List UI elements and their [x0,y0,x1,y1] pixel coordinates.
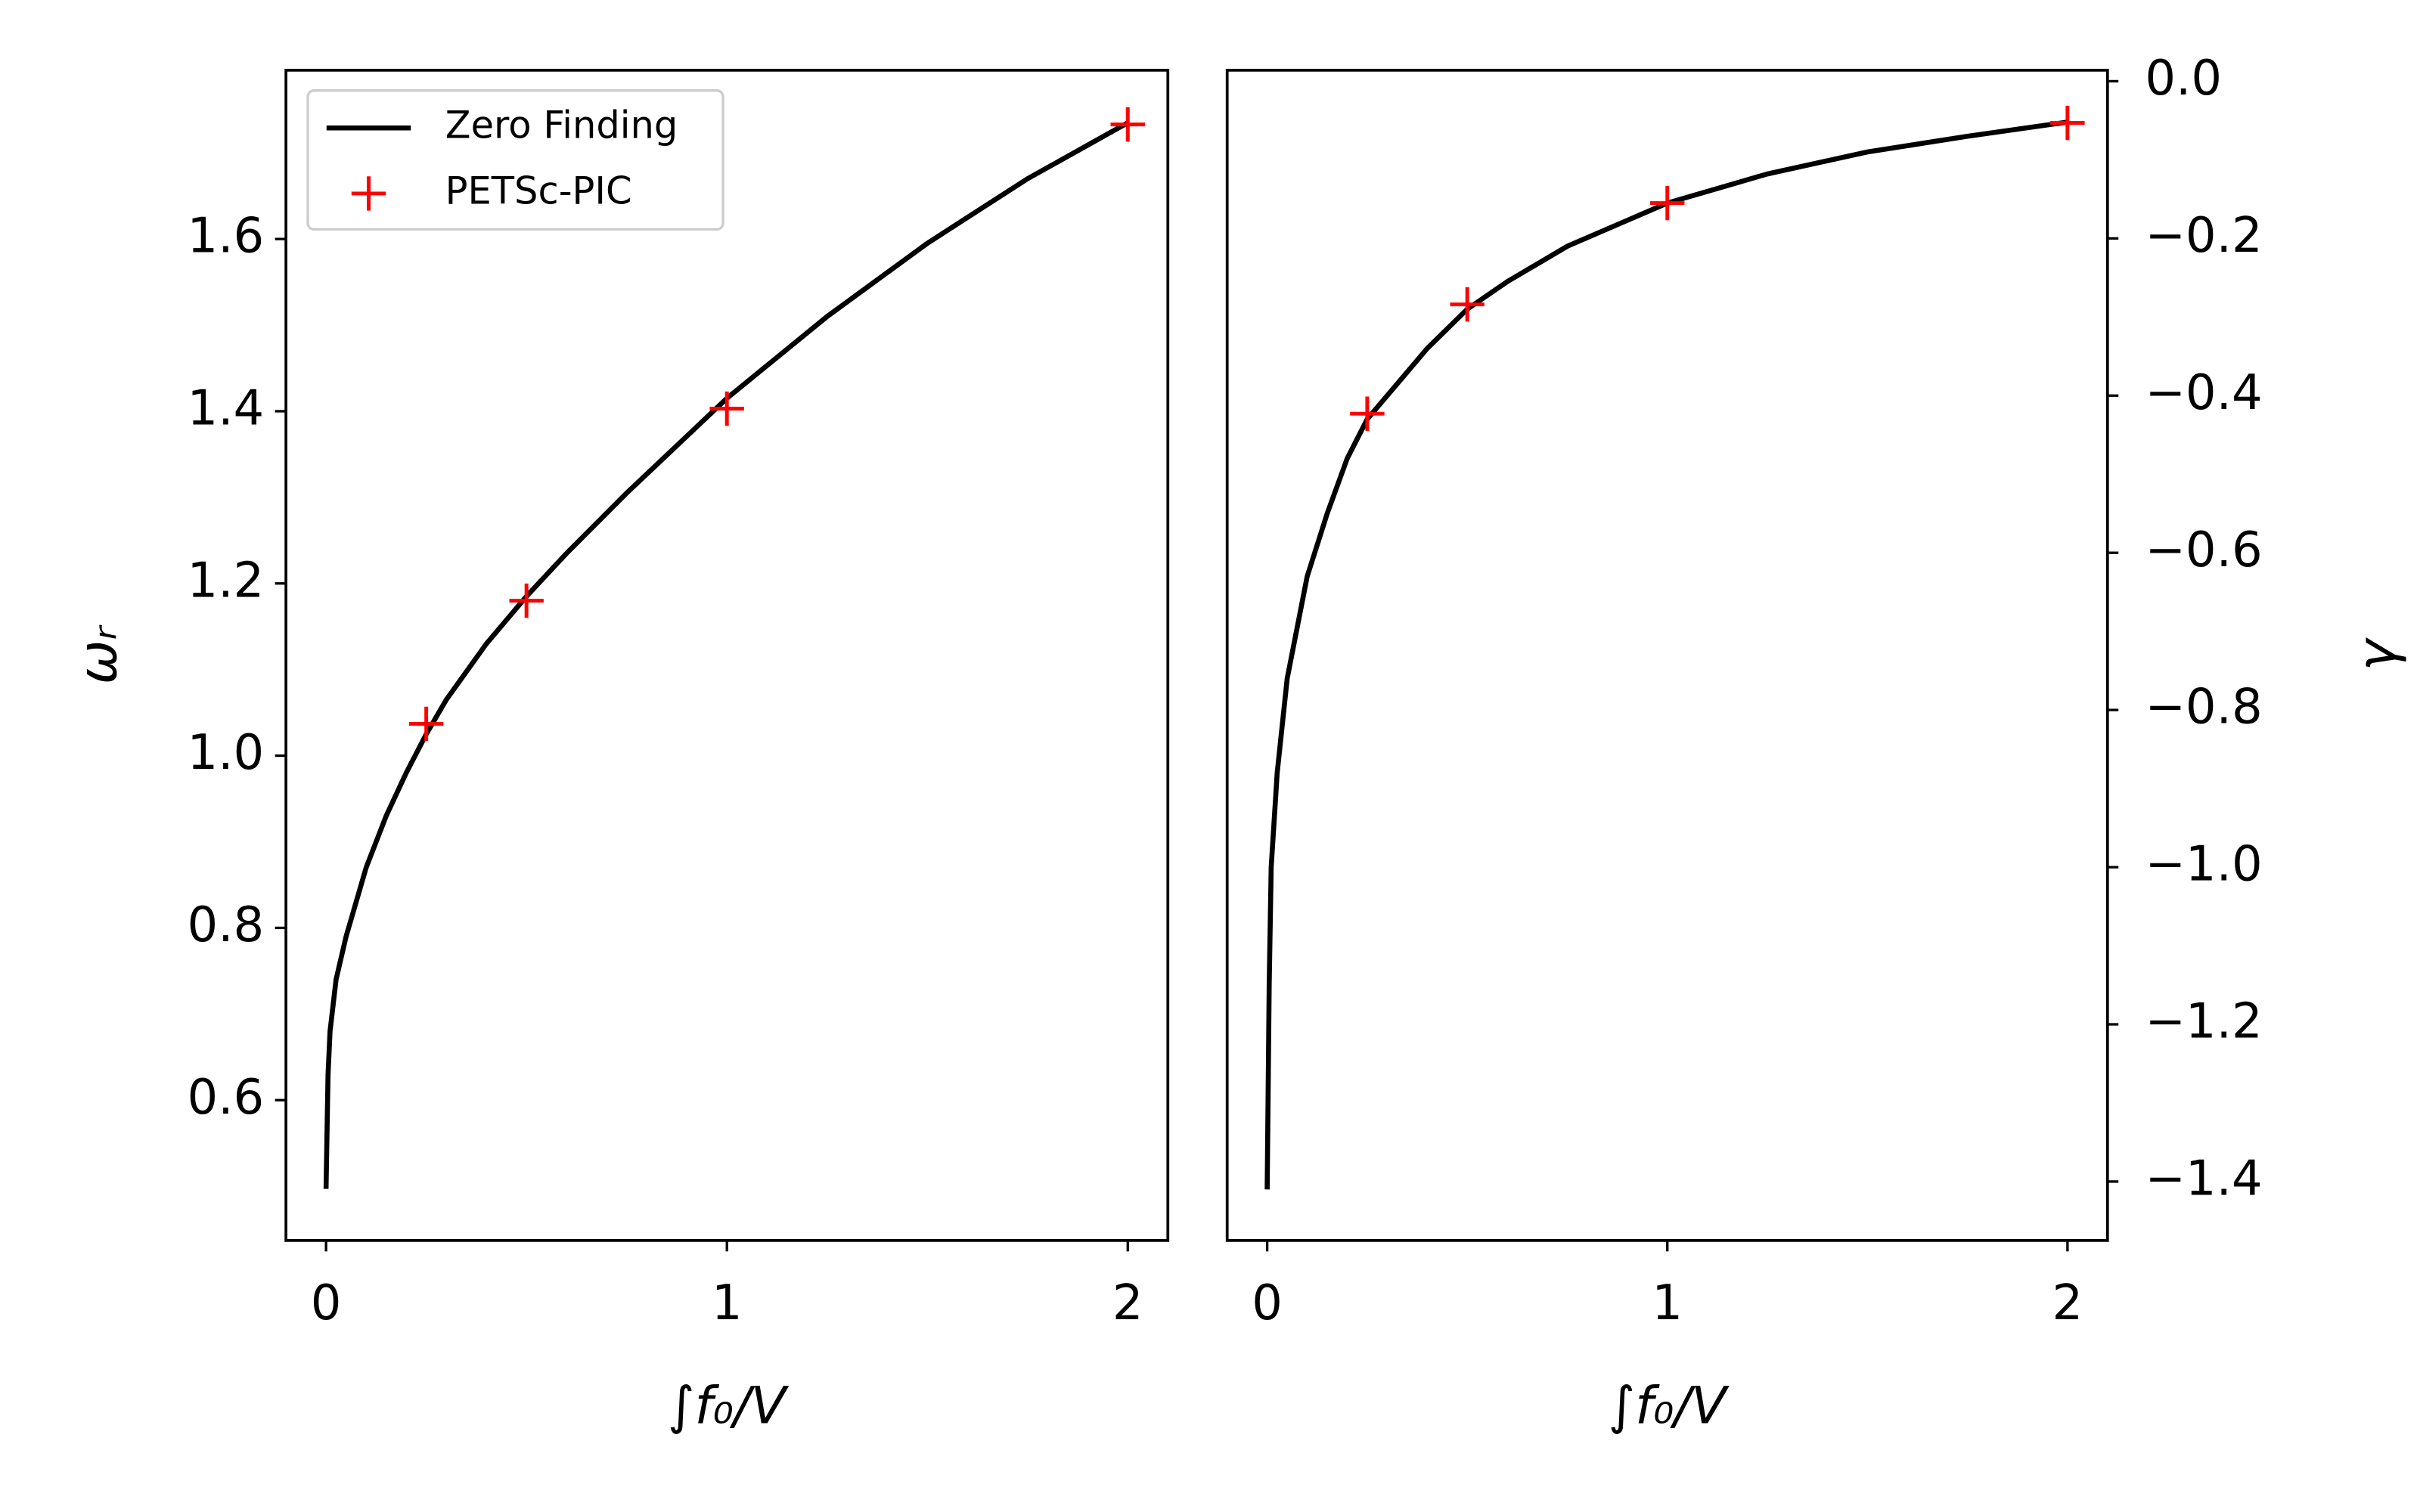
x-axis-label: ∫f₀/V [1609,1376,1730,1436]
y-tick-label: 1.2 [187,553,264,609]
y-tick-label: 1.6 [187,209,264,265]
legend-label: Zero Finding [445,104,678,147]
axes-frame [284,69,1170,1242]
data-point [709,391,744,426]
y-tick-label: −1.2 [2145,994,2262,1050]
data-point [1450,287,1485,322]
x-axis-label: ∫f₀/V [668,1376,790,1436]
x-tick-label: 2 [1112,1275,1143,1331]
legend-label: PETSc-PIC [445,169,632,212]
y-tick-label: −0.4 [2145,365,2262,421]
y-tick-label: −1.0 [2145,837,2262,893]
x-tick-label: 0 [1252,1275,1283,1331]
y-tick-label: 1.4 [187,381,264,437]
x-tick-label: 2 [2052,1275,2083,1331]
y-tick-label: −0.2 [2145,208,2262,264]
data-point [408,706,444,742]
y-tick-label: 1.0 [187,725,264,781]
y-tick-label: −0.8 [2145,680,2262,736]
data-line [1264,119,2068,1190]
y-tick-label: 0.6 [187,1070,264,1126]
data-point [2050,105,2085,141]
y-tick-label: 0.8 [187,897,264,953]
data-point [1650,185,1685,221]
y-axis-label: ωᵣ [67,624,129,685]
x-tick-label: 1 [712,1275,743,1331]
x-tick-label: 1 [1652,1275,1683,1331]
legend-box [306,89,724,231]
y-tick-label: 0.0 [2145,51,2222,107]
axes-frame [1225,69,2109,1242]
y-tick-label: −0.6 [2145,522,2262,578]
y-axis-label: γ [2346,637,2408,671]
x-tick-label: 0 [311,1275,342,1331]
data-point [1350,396,1385,431]
data-point [1110,107,1145,142]
data-line [323,120,1129,1189]
data-point [509,583,544,618]
legend-swatch [351,176,386,211]
y-tick-label: −1.4 [2145,1151,2262,1207]
